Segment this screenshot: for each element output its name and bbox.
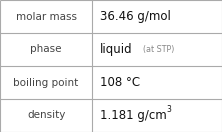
Text: 1.181 g/cm: 1.181 g/cm [100,109,167,122]
Text: density: density [27,110,65,121]
Text: phase: phase [30,44,62,55]
Text: boiling point: boiling point [14,77,79,88]
Text: 108 °C: 108 °C [100,76,140,89]
Text: 3: 3 [166,105,171,114]
Text: (at STP): (at STP) [143,45,175,54]
Text: liquid: liquid [100,43,133,56]
Text: molar mass: molar mass [16,11,77,22]
Text: 36.46 g/mol: 36.46 g/mol [100,10,171,23]
